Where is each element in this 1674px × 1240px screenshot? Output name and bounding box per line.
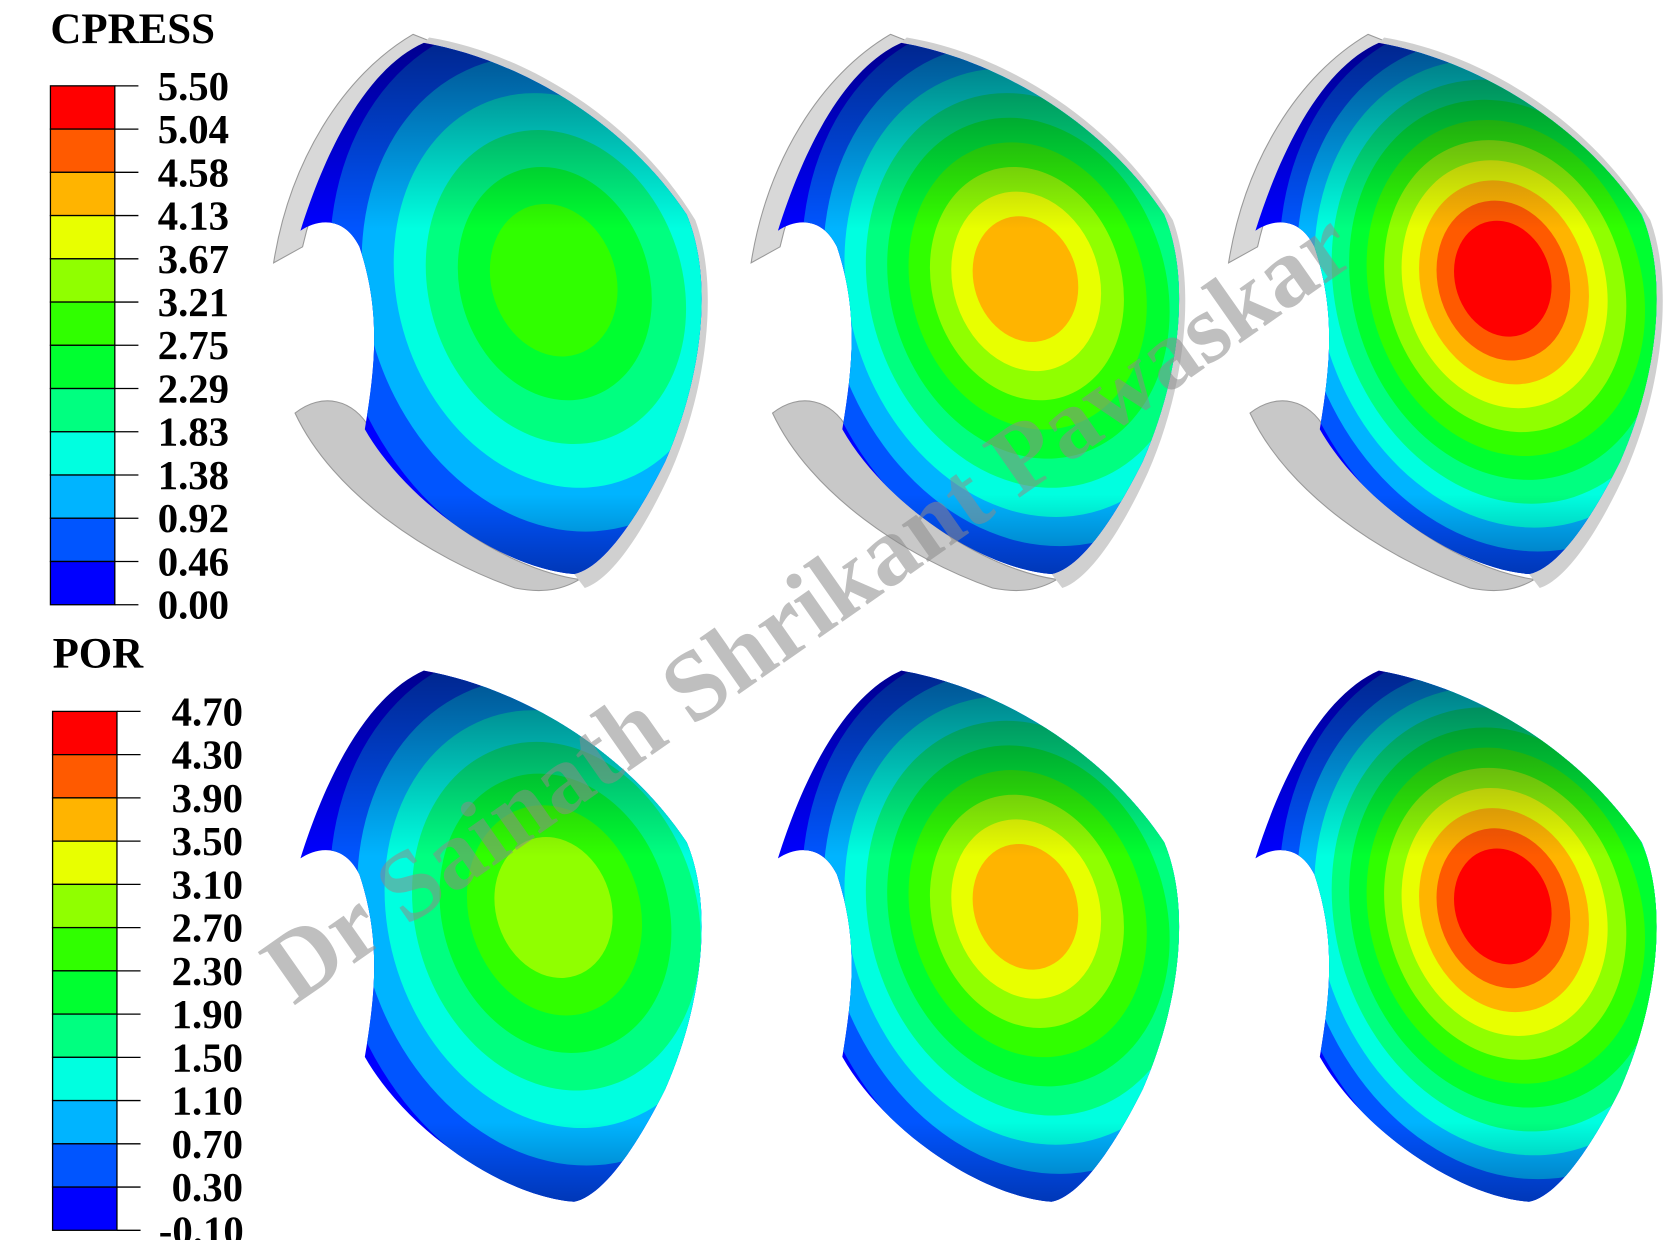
legend-tick-label: 2.30: [172, 949, 243, 994]
legend-swatch: [49, 387, 116, 433]
legend-tick-label: 0.92: [158, 496, 229, 541]
legend-swatch: [49, 560, 116, 606]
legend-tick-label: 5.04: [158, 107, 229, 152]
legend-tick-label: 4.58: [158, 150, 229, 195]
legend-cpress: CPRESS5.505.044.584.133.673.212.752.291.…: [49, 6, 229, 628]
legend-swatch: [51, 710, 118, 756]
legend-swatch: [51, 970, 118, 1015]
legend-swatch: [49, 474, 116, 519]
legend-tick-label: 1.83: [158, 410, 229, 455]
legend-swatch: [51, 1186, 118, 1231]
legend-tick-label: 0.30: [172, 1165, 243, 1210]
legend-swatch: [49, 85, 116, 130]
legend-swatch: [49, 171, 116, 217]
legend-tick-label: 4.13: [158, 194, 229, 239]
legend-swatch: [51, 1056, 118, 1102]
legend-swatch: [51, 1099, 118, 1145]
contour-panel-cpress: [750, 33, 1186, 592]
legend-swatch: [49, 431, 116, 476]
contour-panel-por: [777, 670, 1180, 1202]
legend-tick-label: 3.50: [172, 819, 243, 864]
legends: CPRESS5.505.044.584.133.673.212.752.291.…: [49, 6, 244, 1240]
legend-tick-label: 4.70: [172, 689, 243, 734]
legend-tick-label: 1.90: [172, 992, 243, 1037]
legend-tick-label: 1.50: [172, 1035, 243, 1080]
legend-tick-label: 1.38: [158, 453, 229, 498]
legend-tick-label: 1.10: [172, 1079, 243, 1124]
legend-tick-label: -0.10: [159, 1208, 244, 1240]
legend-tick-label: 0.00: [158, 583, 229, 628]
legend-swatch: [51, 1143, 118, 1188]
legend-swatch: [49, 128, 116, 173]
contour-panels: [272, 33, 1663, 1202]
contour-panel-cpress: [272, 33, 708, 592]
legend-tick-label: 0.46: [158, 539, 229, 584]
legend-swatch: [49, 214, 116, 260]
legend-tick-label: 3.10: [172, 862, 243, 907]
legend-tick-label: 2.75: [158, 323, 229, 368]
body-shading: [1255, 670, 1657, 1202]
legend-swatch: [51, 926, 118, 972]
legend-tick-label: 3.21: [158, 280, 229, 325]
contour-panel-por: [1255, 670, 1657, 1202]
legend-swatch: [51, 840, 118, 886]
legend-swatch: [49, 344, 116, 390]
legend-swatch: [49, 258, 116, 303]
legend-tick-label: 3.90: [172, 776, 243, 821]
legend-tick-label: 2.29: [158, 366, 229, 411]
legend-tick-label: 2.70: [172, 906, 243, 951]
legend-por: POR 4.704.303.903.503.102.702.301.901.501…: [51, 630, 244, 1240]
legend-swatch: [49, 517, 116, 563]
legend-tick-label: 0.70: [172, 1122, 243, 1167]
legend-title: CPRESS: [50, 6, 215, 53]
legend-swatch: [51, 753, 118, 799]
legend-swatch: [51, 797, 118, 842]
legend-tick-label: 5.50: [158, 64, 229, 109]
legend-tick-label: 4.30: [172, 733, 243, 778]
legend-swatch: [49, 301, 116, 346]
legend-tick-label: 3.67: [158, 237, 229, 282]
legend-swatch: [51, 883, 118, 929]
legend-title: POR: [53, 630, 145, 677]
body-shading: [777, 670, 1180, 1202]
legend-swatch: [51, 1013, 118, 1058]
